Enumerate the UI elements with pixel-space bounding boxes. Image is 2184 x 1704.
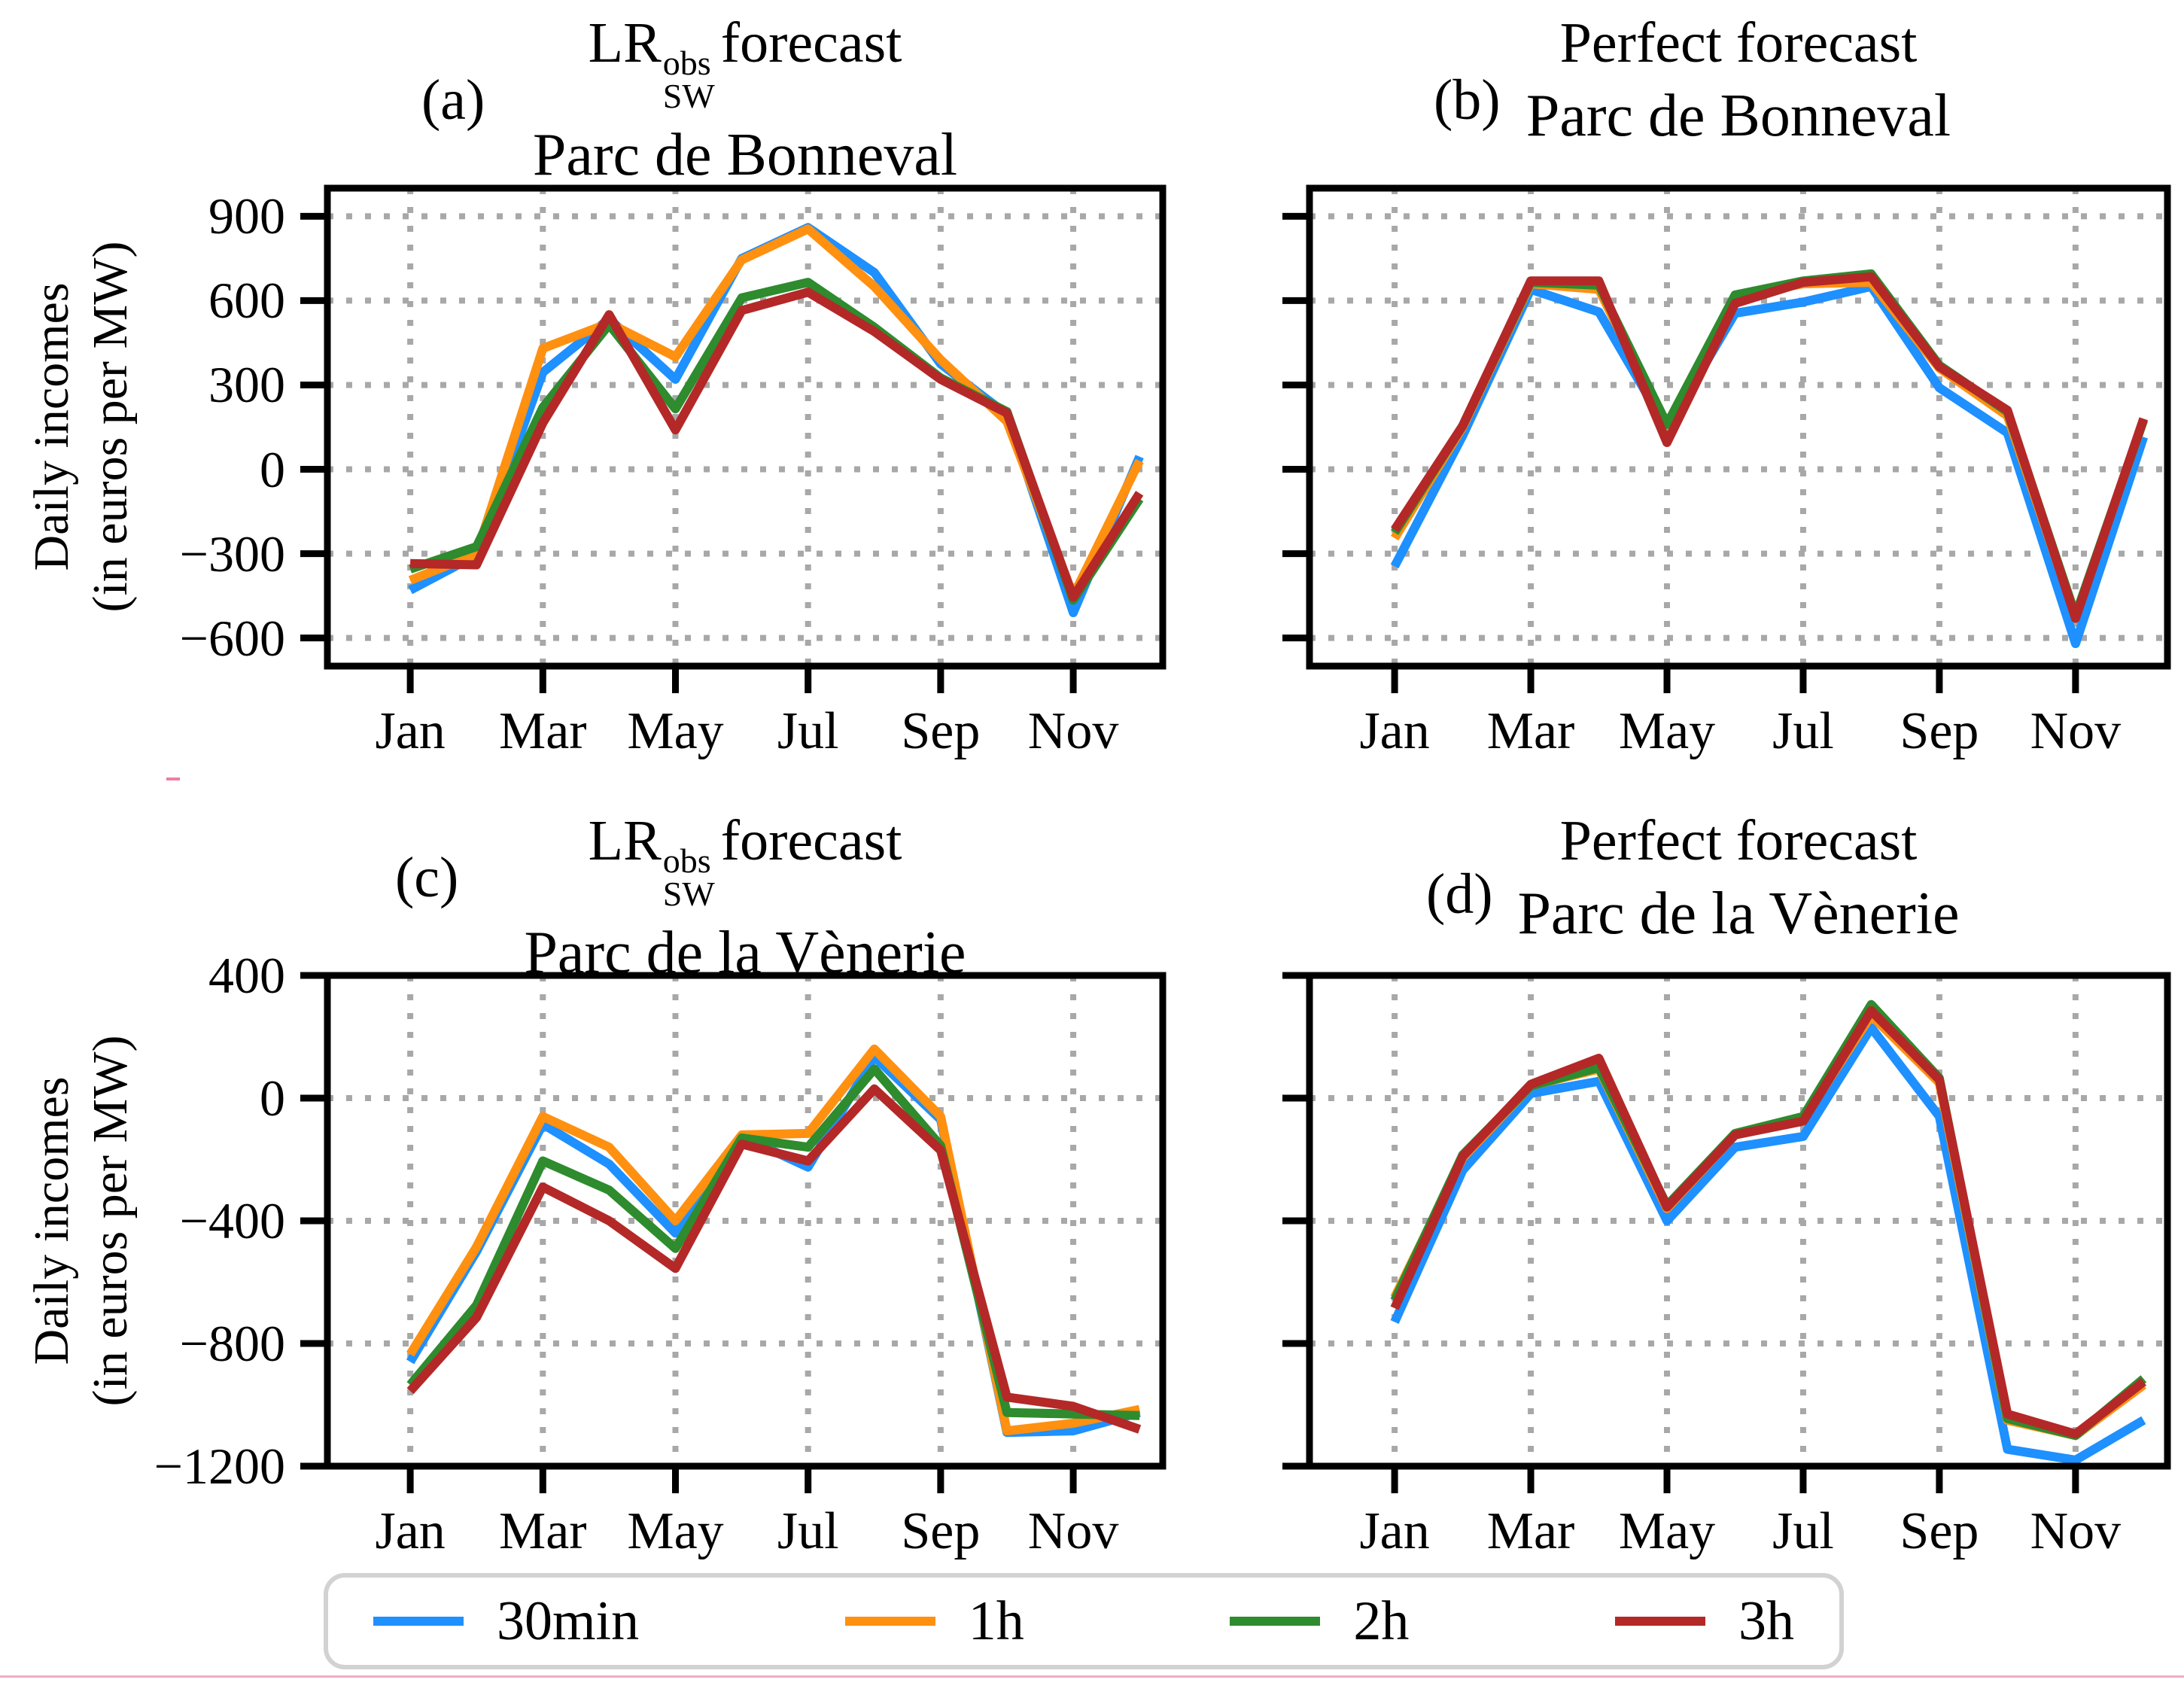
title-d-line2: Parc de la Vènerie bbox=[1517, 880, 1960, 947]
legend-label-3h: 3h bbox=[1738, 1590, 1794, 1652]
xtick-label-Mar: Mar bbox=[498, 1502, 587, 1560]
legend-label-30min: 30min bbox=[497, 1590, 640, 1652]
lr-supsub: obs SW bbox=[662, 841, 715, 914]
xtick-label-Jul: Jul bbox=[1772, 702, 1834, 760]
xtick-label-Mar: Mar bbox=[498, 702, 587, 760]
axes-frame bbox=[1306, 184, 2171, 670]
title-d-line1: Perfect forecast bbox=[1559, 809, 1918, 872]
ytick-label--600: −600 bbox=[179, 609, 285, 667]
xtick-label-May: May bbox=[627, 1502, 724, 1560]
series-line-2h bbox=[406, 1064, 1140, 1420]
series-line-3h bbox=[1391, 272, 2148, 623]
series-line-30min bbox=[1390, 1023, 2146, 1465]
xtick-label-May: May bbox=[1618, 1502, 1716, 1560]
xtick-label-Jul: Jul bbox=[1772, 1502, 1834, 1560]
ytick-label-400: 400 bbox=[208, 947, 285, 1004]
ytick-label-300: 300 bbox=[208, 356, 285, 414]
bottom-pink-rule bbox=[0, 1675, 2184, 1678]
xtick-label-Jul: Jul bbox=[777, 1502, 839, 1560]
title-c-line1: LR obs SW forecast bbox=[588, 809, 902, 914]
series-line-30min bbox=[406, 1052, 1141, 1438]
ytick-label-0: 0 bbox=[260, 1070, 285, 1127]
legend-label-1h: 1h bbox=[968, 1590, 1024, 1652]
series-line-1h bbox=[1390, 1011, 2146, 1441]
xtick-label-Sep: Sep bbox=[901, 702, 981, 760]
legend-swatch-1h bbox=[844, 1617, 935, 1626]
panel-tag-b: (b) bbox=[1434, 68, 1501, 132]
legend: 30min 1h 2h 3h bbox=[324, 1573, 1844, 1669]
legend-item-3h: 3h bbox=[1615, 1593, 1794, 1649]
lr-supsub: obs SW bbox=[662, 44, 715, 116]
series-line-3h bbox=[1390, 1006, 2146, 1439]
ytick-label--400: −400 bbox=[179, 1192, 285, 1249]
xtick-label-Sep: Sep bbox=[901, 1502, 981, 1560]
xtick-label-Sep: Sep bbox=[1900, 1502, 1979, 1560]
xtick-label-Jan: Jan bbox=[375, 702, 446, 760]
chart-d-plot bbox=[1282, 972, 2171, 1493]
chart-a-plot bbox=[300, 184, 1167, 693]
legend-swatch-3h bbox=[1615, 1617, 1705, 1626]
xtick-label-Nov: Nov bbox=[2030, 702, 2122, 760]
legend-item-2h: 2h bbox=[1230, 1593, 1409, 1649]
xtick-label-May: May bbox=[1618, 702, 1716, 760]
ytick-label-0: 0 bbox=[260, 440, 285, 498]
xtick-label-Nov: Nov bbox=[1027, 1502, 1119, 1560]
series-line-2h bbox=[1390, 1000, 2147, 1441]
stray-pink-dash bbox=[166, 777, 180, 780]
xtick-label-Jan: Jan bbox=[1359, 1502, 1430, 1560]
series-line-1h bbox=[408, 224, 1144, 601]
xtick-label-May: May bbox=[627, 702, 724, 760]
legend-item-1h: 1h bbox=[844, 1590, 1024, 1652]
title-b-line1: Perfect forecast bbox=[1559, 11, 1918, 75]
panel-tag-d: (d) bbox=[1426, 863, 1493, 926]
title-b-line2: Parc de Bonneval bbox=[1525, 82, 1951, 149]
xtick-label-Mar: Mar bbox=[1486, 1502, 1575, 1560]
panel-tag-a: (a) bbox=[421, 68, 485, 132]
chart-b-plot bbox=[1282, 184, 2171, 693]
series-line-3h bbox=[406, 1084, 1142, 1434]
xtick-label-Mar: Mar bbox=[1486, 702, 1575, 760]
xtick-label-Nov: Nov bbox=[2030, 1502, 2122, 1560]
legend-swatch-2h bbox=[1230, 1617, 1321, 1626]
title-a-line2: Parc de Bonneval bbox=[532, 121, 958, 188]
ytick-label--1200: −1200 bbox=[154, 1438, 285, 1495]
xtick-label-Jul: Jul bbox=[777, 702, 839, 760]
title-chart-d: Perfect forecast Parc de la Vènerie bbox=[1309, 811, 2167, 945]
legend-item-30min: 30min bbox=[373, 1593, 639, 1649]
ytick-label--300: −300 bbox=[179, 525, 285, 583]
xtick-label-Nov: Nov bbox=[1027, 702, 1119, 760]
chart-c-plot bbox=[300, 972, 1167, 1493]
ytick-label-600: 600 bbox=[208, 272, 285, 330]
ytick-label-900: 900 bbox=[208, 187, 285, 245]
xtick-label-Jan: Jan bbox=[1359, 702, 1430, 760]
legend-swatch-30min bbox=[373, 1617, 464, 1626]
xtick-label-Sep: Sep bbox=[1900, 702, 1979, 760]
series-line-3h bbox=[409, 288, 1144, 602]
title-a-line1: LR obs SW forecast bbox=[588, 11, 902, 116]
axes-frame bbox=[324, 184, 1167, 670]
ytick-label--800: −800 bbox=[179, 1315, 285, 1372]
title-chart-a: LR obs SW forecast Parc de Bonneval bbox=[327, 11, 1163, 188]
legend-label-2h: 2h bbox=[1353, 1590, 1410, 1652]
series-line-1h bbox=[406, 1044, 1141, 1436]
xtick-label-Jan: Jan bbox=[375, 1502, 446, 1560]
title-chart-b: Perfect forecast Parc de Bonneval bbox=[1309, 11, 2167, 149]
panel-tag-c: (c) bbox=[395, 846, 459, 909]
